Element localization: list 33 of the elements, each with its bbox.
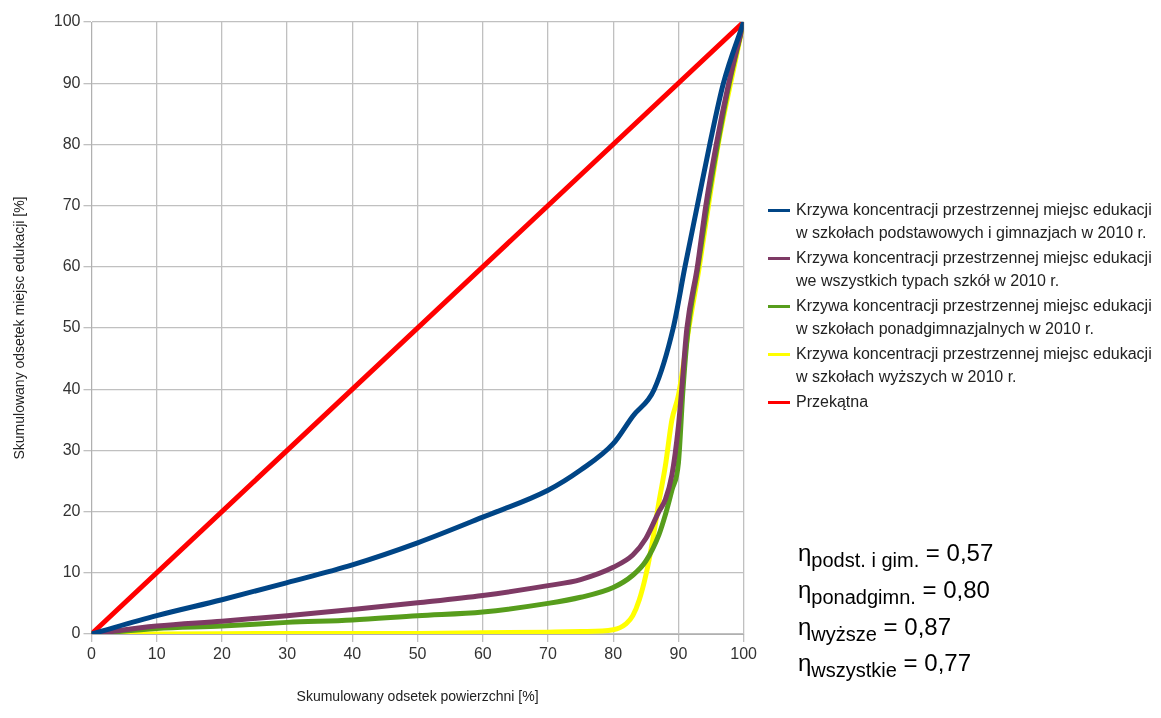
y-tick-label: 70 [62, 196, 81, 214]
legend-label: Krzywa koncentracji przestrzennej miejsc edukacji w szkołach podstawowych i gimnazjach w 2010 r. [796, 200, 1153, 243]
x-tick-label: 0 [87, 645, 97, 663]
x-tick-label: 50 [408, 645, 427, 663]
y-tick-label: 40 [62, 379, 81, 397]
x-tick-label: 90 [669, 645, 688, 663]
y-axis-title: Skumulowany odsetek miejsc edukacji [%] [11, 196, 28, 460]
y-tick-label: 80 [62, 134, 81, 152]
x-tick-label: 20 [213, 645, 231, 663]
text: η$_{ponadgimn.}$ = 0,80 [798, 574, 991, 610]
text: η$_{podst. i gim.}$ = 0,57 [798, 538, 994, 573]
legend-label: Krzywa koncentracji przestrzennej miejsc edukacji w szkołach wyższych w 2010 r. [796, 344, 1153, 387]
legend-label: Krzywa koncentracji przestrzennej miejsc edukacji w szkołach ponadgimnazjalnych w 2010 r. [796, 296, 1153, 339]
y-tick-label: 0 [71, 624, 81, 642]
y-tick-label: 90 [62, 73, 81, 91]
y-tick-label: 30 [62, 440, 81, 458]
text: η$_{wszystkie}$ = 0,77 [798, 648, 972, 684]
legend-label: Krzywa koncentracji przestrzennej miejsc edukacji we wszystkich typach szkół w 2010 r. [796, 248, 1153, 291]
x-tick-label: 80 [604, 645, 623, 663]
x-tick-label: 30 [278, 645, 297, 663]
x-tick-label: 60 [473, 645, 492, 663]
y-tick-label: 100 [53, 12, 81, 30]
y-tick-label: 10 [62, 563, 81, 581]
x-tick-label: 10 [147, 645, 166, 663]
y-tick-label: 20 [62, 502, 81, 520]
y-tick-label: 50 [62, 318, 81, 336]
y-tick-label: 60 [62, 257, 81, 275]
legend-label: Przekątna [796, 392, 869, 412]
x-tick-label: 40 [343, 645, 362, 663]
x-axis-title: Skumulowany odsetek powierzchni [%] [296, 688, 539, 705]
x-tick-label: 70 [539, 645, 558, 663]
text: η$_{wyższe}$ = 0,87 [798, 611, 952, 647]
x-tick-label: 100 [730, 645, 758, 663]
